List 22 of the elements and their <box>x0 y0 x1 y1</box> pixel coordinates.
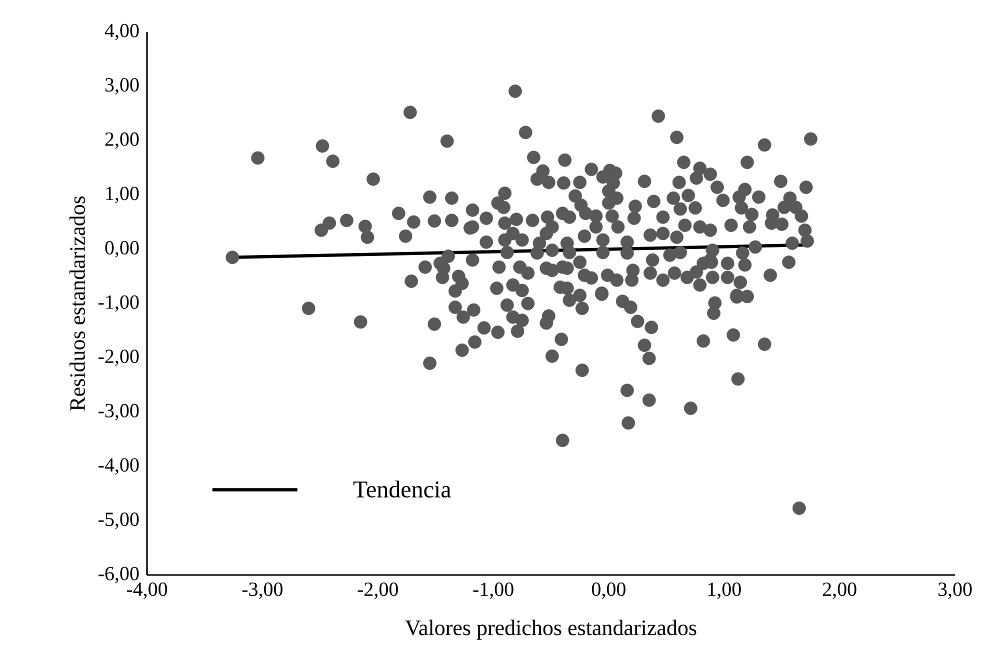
x-tick-label: 3,00 <box>938 582 972 599</box>
y-tick-label: -4,00 <box>98 458 139 475</box>
x-tick-label: -2,00 <box>358 582 398 599</box>
y-tick-label: -3,00 <box>98 404 139 420</box>
x-axis-title: Valores predichos estandarizados <box>405 620 696 640</box>
y-tick-label: -5,00 <box>98 512 139 529</box>
legend-label: Tendencia <box>353 480 451 498</box>
y-tick-label: -6,00 <box>98 566 139 584</box>
y-tick-label: 3,00 <box>105 78 139 94</box>
y-tick-label: 2,00 <box>105 132 139 149</box>
y-tick-label: 1,00 <box>106 186 139 204</box>
x-tick-label: 2,00 <box>822 582 856 599</box>
y-axis-title: Residuos estandarizados <box>70 196 85 411</box>
x-tick-label: -3,00 <box>242 582 282 599</box>
y-tick-label: 0,00 <box>105 241 139 258</box>
x-tick-label: 1,00 <box>708 582 741 599</box>
x-tick-label: 0,00 <box>592 582 626 599</box>
y-tick-label: -1,00 <box>98 295 139 312</box>
x-tick-label: -4,00 <box>126 582 168 599</box>
y-tick-label: 4,00 <box>104 24 139 40</box>
y-tick-label: -2,00 <box>98 350 139 366</box>
x-tick-label: -1,00 <box>473 582 514 599</box>
